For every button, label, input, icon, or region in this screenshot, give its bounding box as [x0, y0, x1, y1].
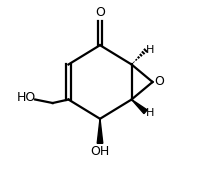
- Text: O: O: [154, 75, 164, 88]
- Polygon shape: [97, 119, 103, 143]
- Text: OH: OH: [90, 145, 110, 158]
- Text: O: O: [95, 6, 105, 19]
- Text: HO: HO: [17, 91, 36, 104]
- Polygon shape: [132, 100, 147, 114]
- Text: H: H: [146, 44, 154, 55]
- Text: H: H: [146, 108, 154, 118]
